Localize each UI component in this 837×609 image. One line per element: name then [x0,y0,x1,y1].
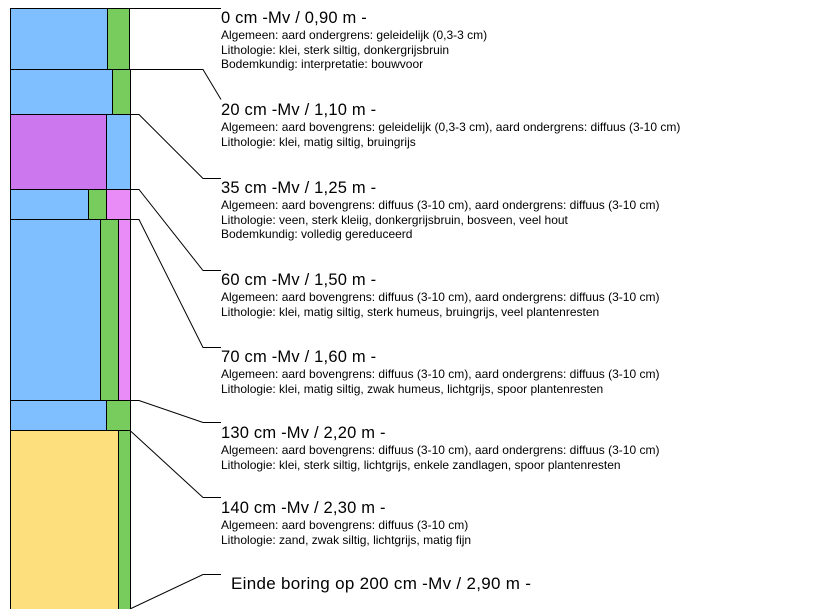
layer-5-pink-block [118,219,131,401]
layer-description-line: Lithologie: klei, matig siltig, zwak hum… [221,381,604,396]
layer-1-green-block [107,8,130,70]
layer-description-line: Algemeen: aard bovengrens: diffuus (3-10… [221,367,660,381]
layer-description-line: Lithologie: klei, sterk siltig, donkergr… [221,42,450,57]
layer-description-line: Algemeen: aard ondergrens: geleidelijk (… [221,28,488,42]
layer-label-6: 130 cm -Mv / 2,20 m - Algemeen: aard bov… [221,424,659,472]
connector-line-end [129,574,221,609]
layer-description-line: Bodemkundig: interpretatie: bouwvoor [221,57,424,71]
layer-description-line: Algemeen: aard bovengrens: geleidelijk (… [221,120,681,134]
layer-depth-title: 0 cm -Mv / 0,90 m - [221,9,367,27]
layer-depth-title: 70 cm -Mv / 1,60 m - [221,348,377,366]
layer-depth-title: 35 cm -Mv / 1,25 m - [221,179,377,197]
layer-description-line: Lithologie: klei, matig siltig, bruingri… [221,134,416,149]
layer-description-line: Lithologie: veen, sterk kleiig, donkergr… [221,212,568,227]
layer-4-pink-block [106,189,131,220]
layer-depth-title: 20 cm -Mv / 1,10 m - [221,101,377,119]
layer-7-yellow-block [10,430,119,609]
connector-line-2 [130,69,222,100]
layer-2-green-block [112,69,131,115]
layer-description-line: Algemeen: aard bovengrens: diffuus (3-10… [221,290,660,304]
layer-label-4: 60 cm -Mv / 1,50 m - Algemeen: aard bove… [221,271,659,319]
layer-description-line: Lithologie: klei, matig siltig, sterk hu… [221,304,600,319]
layer-6-blue-block [10,400,107,431]
layer-7-green-block [118,430,131,609]
layer-1-blue-block [10,8,108,70]
connector-line-6 [130,400,221,423]
layer-description-line: Algemeen: aard bovengrens: diffuus (3-10… [221,443,660,457]
layer-depth-title: 130 cm -Mv / 2,20 m - [221,424,386,442]
layer-label-2: 20 cm -Mv / 1,10 m - Algemeen: aard bove… [221,101,680,149]
end-of-boring-label: Einde boring op 200 cm -Mv / 2,90 m - [231,574,532,593]
layer-3-purple-block [10,114,107,190]
layer-depth-title: 140 cm -Mv / 2,30 m - [221,499,386,517]
layer-label-7: 140 cm -Mv / 2,30 m - Algemeen: aard bov… [221,499,471,547]
layer-3-blue-block [106,114,131,190]
layer-5-green-block [100,219,119,401]
layer-label-1: 0 cm -Mv / 0,90 m - Algemeen: aard onder… [221,9,487,72]
layer-description-line: Algemeen: aard bovengrens: diffuus (3-10… [221,518,469,532]
layer-description-line: Lithologie: zand, zwak siltig, lichtgrij… [221,532,472,547]
layer-6-green-block [106,400,131,431]
connector-line-7 [129,430,221,498]
layer-description-line: Lithologie: klei, sterk siltig, lichtgri… [221,457,621,472]
layer-description-line: Bodemkundig: volledig gereduceerd [221,227,413,241]
layer-4-blue-block [10,189,89,220]
layer-depth-title: 60 cm -Mv / 1,50 m - [221,271,377,289]
layer-2-blue-block [10,69,113,115]
layer-5-blue-block [10,219,101,401]
layer-label-5: 70 cm -Mv / 1,60 m - Algemeen: aard bove… [221,348,659,396]
layer-description-line: Algemeen: aard bovengrens: diffuus (3-10… [221,198,660,212]
layer-label-3: 35 cm -Mv / 1,25 m - Algemeen: aard bove… [221,179,659,242]
layer-4-green-block [88,189,107,220]
connector-line-5 [130,219,221,348]
connector-line-3 [130,114,221,179]
connector-line-4 [130,189,221,271]
